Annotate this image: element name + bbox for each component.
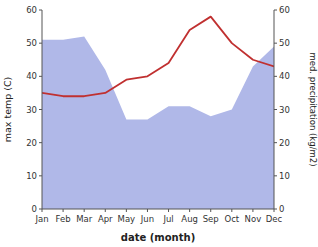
y-tick xyxy=(39,175,42,176)
x-tick-label: Jun xyxy=(140,214,154,224)
y2-tick-label: 60 xyxy=(279,5,290,15)
x-tick xyxy=(84,209,85,212)
x-tick-label: Jan xyxy=(34,214,48,224)
y2-tick-label: 30 xyxy=(279,105,290,115)
x-tick xyxy=(105,209,106,212)
y-tick xyxy=(39,142,42,143)
plot-area xyxy=(42,17,274,209)
y2-tick-label: 0 xyxy=(279,204,284,214)
x-axis-line xyxy=(42,209,274,210)
x-tick-label: Mar xyxy=(76,214,93,224)
y2-tick xyxy=(274,175,277,176)
x-tick-label: Feb xyxy=(56,214,71,224)
x-tick-label: Aug xyxy=(181,214,198,224)
y2-tick-label: 40 xyxy=(279,71,290,81)
y2-tick xyxy=(274,43,277,44)
temp-line xyxy=(42,17,274,97)
x-tick xyxy=(168,209,169,212)
y2-tick xyxy=(274,10,277,11)
x-tick-label: Dec xyxy=(266,214,283,224)
y2-tick-label: 10 xyxy=(279,171,290,181)
y2-tick-label: 20 xyxy=(279,138,290,148)
x-tick xyxy=(189,209,190,212)
x-tick xyxy=(210,209,211,212)
y2-tick xyxy=(274,209,277,210)
x-tick-label: May xyxy=(118,214,136,224)
y-tick-label: 30 xyxy=(26,105,37,115)
x-tick-label: Jul xyxy=(162,214,173,224)
y-tick-label: 0 xyxy=(32,204,37,214)
y-tick xyxy=(39,76,42,77)
y-tick xyxy=(39,209,42,210)
y2-tick xyxy=(274,109,277,110)
y2-tick xyxy=(274,76,277,77)
y-tick xyxy=(39,43,42,44)
y2-axis-label: med. precipitation (kg/m2) xyxy=(308,52,318,166)
y-tick-label: 20 xyxy=(26,138,37,148)
y2-tick-label: 50 xyxy=(279,38,290,48)
x-tick-label: Apr xyxy=(98,214,113,224)
x-tick xyxy=(147,209,148,212)
y-tick-label: 60 xyxy=(26,5,37,15)
y-tick-label: 50 xyxy=(26,38,37,48)
x-tick-label: Sep xyxy=(203,214,219,224)
y2-tick xyxy=(274,142,277,143)
chart: JanFebMarAprMayJunJulAugSepOctNovDec0102… xyxy=(0,0,318,247)
y-tick-label: 40 xyxy=(26,71,37,81)
x-tick-label: Nov xyxy=(245,214,262,224)
x-tick-label: Oct xyxy=(224,214,239,224)
y-tick xyxy=(39,109,42,110)
x-tick xyxy=(252,209,253,212)
x-axis-label: date (month) xyxy=(121,232,195,243)
y-axis-label: max temp (C) xyxy=(2,77,13,143)
x-tick xyxy=(126,209,127,212)
y-tick-label: 10 xyxy=(26,171,37,181)
x-tick xyxy=(63,209,64,212)
y-tick xyxy=(39,10,42,11)
x-tick xyxy=(231,209,232,212)
precip-area xyxy=(42,37,274,209)
